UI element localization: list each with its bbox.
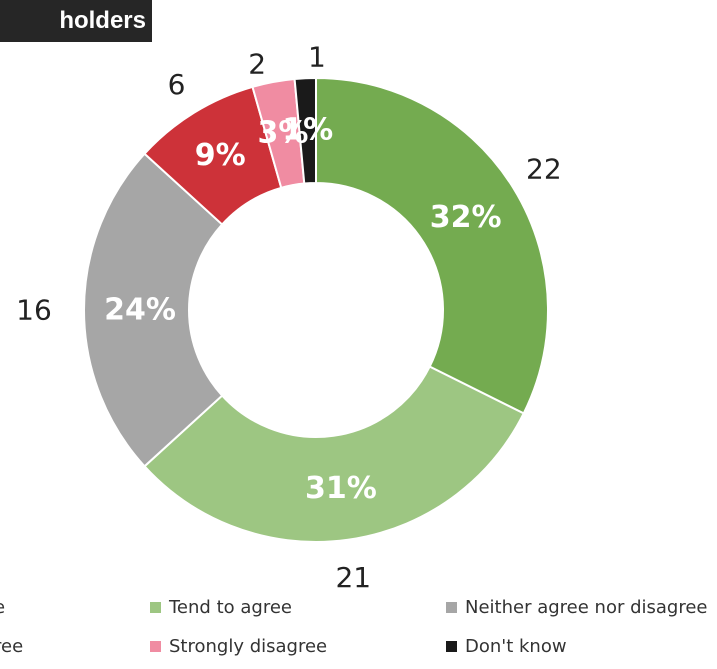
count-label-don-t-know: 1 xyxy=(308,41,326,74)
legend-label: e xyxy=(0,597,5,618)
donut-slices xyxy=(83,76,549,543)
legend-swatch xyxy=(446,602,457,613)
count-label-tend-to-disagree: 6 xyxy=(168,68,186,101)
count-label-neither-agree-nor-disagree: 16 xyxy=(16,294,52,327)
percent-label-neither-agree-nor-disagree: 24% xyxy=(104,293,176,328)
count-label-strongly-agree: 22 xyxy=(526,152,562,185)
count-label-tend-to-agree: 21 xyxy=(335,561,371,594)
legend-label: ree xyxy=(0,636,24,657)
legend-label: Don't know xyxy=(465,636,567,657)
percent-label-strongly-disagree: 3% xyxy=(257,116,308,151)
legend-swatch xyxy=(150,602,161,613)
chart-title: holders xyxy=(0,0,152,42)
legend-label: Tend to agree xyxy=(169,597,292,618)
percent-labels: 32% 31% 24% 9% 3%1% xyxy=(104,113,501,506)
legend-item-e: e xyxy=(0,597,5,618)
count-label-strongly-disagree: 2 xyxy=(248,47,266,80)
legend-item-strongly-disagree: Strongly disagree xyxy=(150,636,327,657)
legend-item-tend-to-agree: Tend to agree xyxy=(150,597,292,618)
percent-label-tend-to-agree: 31% xyxy=(305,471,377,506)
slice-strongly-agree xyxy=(315,76,549,415)
slice-don-t-know xyxy=(293,76,317,185)
legend-swatch xyxy=(150,641,161,652)
percent-label-strongly-agree: 32% xyxy=(430,200,502,235)
slice-tend-to-agree xyxy=(143,365,526,543)
percent-label-tend-to-disagree: 9% xyxy=(195,138,246,173)
slice-neither-agree-nor-disagree xyxy=(83,152,224,468)
legend-item-neither-agree-nor-disagree: Neither agree nor disagree xyxy=(446,597,708,618)
legend-swatch xyxy=(446,641,457,652)
legend-item-ree: ree xyxy=(0,636,23,657)
legend-label: Neither agree nor disagree xyxy=(465,597,708,618)
percent-label-don-t-know: 1% xyxy=(282,113,333,148)
legend-item-don-t-know: Don't know xyxy=(446,636,567,657)
legend-label: Strongly disagree xyxy=(169,636,328,657)
